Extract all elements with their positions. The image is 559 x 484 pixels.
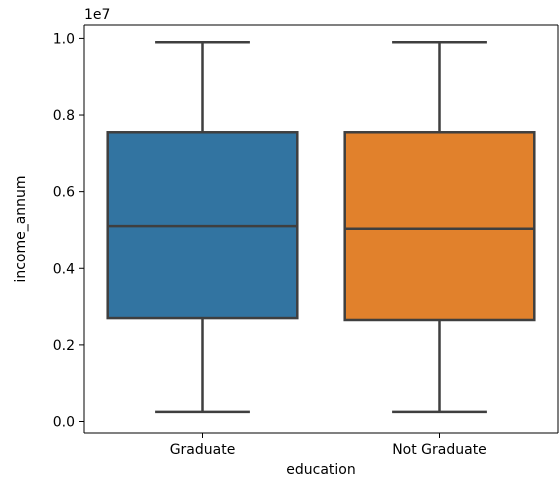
axes-layer: 0.0 0.2 0.4 0.6 0.8 1.0 Graduate Not Graduate [53, 24, 559, 458]
box-group-not-graduate [343, 40, 536, 414]
y-tick-label: 0.8 [53, 108, 75, 124]
y-axis-scale-label: 1e7 [84, 7, 110, 23]
y-axis-label: income_annum [13, 175, 29, 282]
boxes-layer [106, 40, 536, 414]
y-tick-label: 0.2 [53, 338, 75, 354]
x-tick-label: Graduate [170, 442, 236, 458]
y-tick-label: 0.4 [53, 261, 75, 277]
x-tick-label: Not Graduate [392, 442, 487, 458]
y-tick-label: 0.6 [53, 185, 75, 201]
box-iqr [343, 131, 536, 322]
x-axis-label: education [286, 462, 355, 478]
y-tick-label: 1.0 [53, 31, 75, 47]
box-group-graduate [106, 40, 299, 414]
y-tick-label: 0.0 [53, 415, 75, 431]
